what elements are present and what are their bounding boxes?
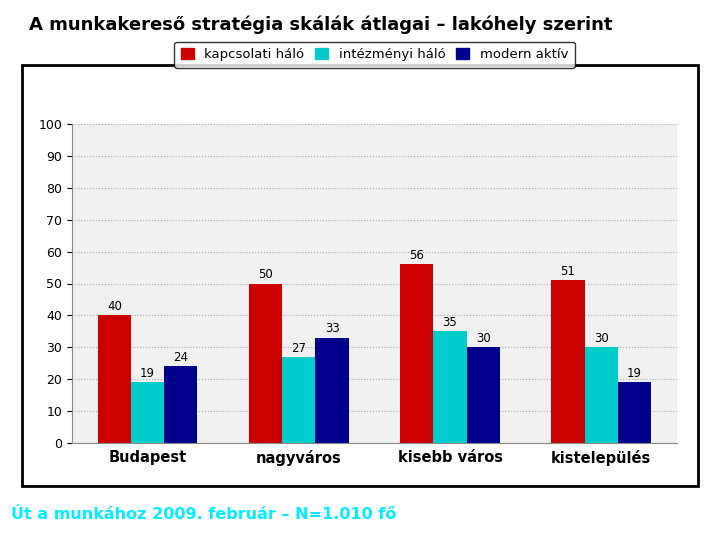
Text: A munkakereső stratégia skálák átlagai – lakóhely szerint: A munkakereső stratégia skálák átlagai –…	[29, 15, 612, 33]
Text: Út a munkához 2009. február – N=1.010 fő: Út a munkához 2009. február – N=1.010 fő	[11, 507, 396, 522]
Bar	[552, 280, 585, 443]
Text: 19: 19	[140, 367, 155, 380]
Text: 30: 30	[594, 332, 608, 345]
Bar	[433, 331, 467, 443]
Bar	[249, 284, 282, 443]
Text: 24: 24	[174, 351, 189, 364]
Text: 19: 19	[627, 367, 642, 380]
Text: 51: 51	[560, 265, 575, 278]
Legend: kapcsolati háló, intézményi háló, modern aktív: kapcsolati háló, intézményi háló, modern…	[174, 42, 575, 68]
Bar	[164, 366, 197, 443]
Text: 35: 35	[443, 316, 457, 329]
Bar	[618, 382, 651, 443]
Bar	[315, 338, 348, 443]
Bar	[467, 347, 500, 443]
Bar	[400, 265, 433, 443]
Bar	[131, 382, 164, 443]
Text: 50: 50	[258, 268, 273, 281]
Text: 27: 27	[292, 341, 306, 355]
Bar	[98, 315, 131, 443]
Text: 40: 40	[107, 300, 122, 313]
Text: 30: 30	[476, 332, 490, 345]
Text: 33: 33	[325, 322, 339, 335]
Bar	[585, 347, 618, 443]
Bar	[282, 357, 315, 443]
Text: 56: 56	[409, 249, 424, 262]
